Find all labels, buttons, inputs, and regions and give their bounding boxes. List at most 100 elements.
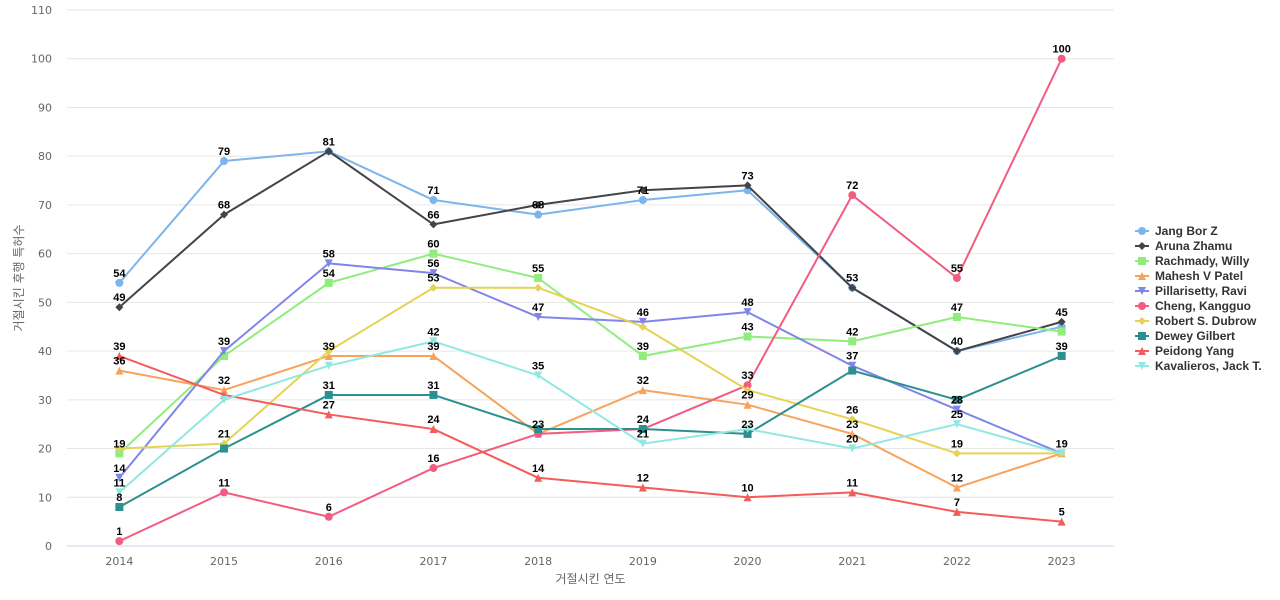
data-point-marker	[743, 425, 752, 434]
legend-label: Jang Bor Z	[1155, 224, 1218, 238]
data-label: 47	[951, 302, 963, 314]
data-label: 26	[846, 404, 858, 416]
data-label: 27	[323, 399, 335, 411]
legend-label: Rachmady, Willy	[1155, 254, 1250, 268]
data-point-marker	[324, 278, 333, 287]
data-label: 24	[637, 414, 650, 426]
data-point-marker	[115, 473, 124, 482]
data-point-marker	[1057, 517, 1066, 526]
legend-label: Cheng, Kangguo	[1155, 299, 1251, 313]
data-point-marker	[429, 249, 438, 258]
legend-label: Mahesh V Patel	[1155, 269, 1243, 283]
data-point-marker	[638, 196, 647, 205]
y-tick-label: 0	[45, 540, 52, 553]
data-point-marker	[220, 395, 229, 404]
legend-item[interactable]: Aruna Zhamu	[1135, 239, 1232, 253]
data-point-marker	[638, 351, 647, 360]
series-line	[118, 354, 1063, 523]
y-tick-label: 90	[38, 101, 52, 114]
data-label: 29	[741, 390, 753, 402]
data-point-marker	[952, 483, 961, 492]
legend-label: Robert S. Dubrow	[1155, 314, 1257, 328]
legend-marker	[1138, 272, 1146, 280]
data-point-marker	[220, 210, 229, 219]
data-point-marker	[952, 312, 961, 321]
data-point-marker	[1057, 449, 1066, 458]
data-point-marker	[743, 181, 752, 190]
x-tick-label: 2021	[838, 555, 866, 568]
data-point-marker	[324, 410, 333, 419]
y-tick-label: 30	[38, 394, 52, 407]
legend-marker	[1138, 287, 1146, 295]
data-label: 23	[741, 419, 753, 431]
data-point-marker	[848, 361, 857, 370]
legend-marker	[1138, 227, 1146, 235]
data-label: 19	[1056, 438, 1068, 450]
data-label: 14	[113, 463, 126, 475]
data-point-marker	[324, 147, 333, 156]
series-line	[118, 354, 1063, 489]
data-label: 21	[218, 429, 230, 441]
data-point-marker	[848, 337, 857, 346]
x-tick-label: 2020	[734, 555, 762, 568]
data-point-marker	[429, 390, 438, 399]
y-tick-label: 20	[38, 443, 52, 456]
legend-item[interactable]: Peidong Yang	[1135, 344, 1234, 358]
data-point-marker	[220, 157, 229, 166]
data-point-marker	[115, 366, 124, 375]
data-point-marker	[534, 210, 543, 219]
data-point-marker	[220, 444, 229, 453]
data-point-marker	[952, 405, 961, 414]
data-label: 60	[427, 239, 439, 251]
data-point-marker	[429, 351, 438, 360]
data-label: 66	[427, 209, 439, 221]
data-point-marker	[115, 449, 124, 458]
data-point-marker	[220, 347, 229, 356]
series-line	[118, 340, 1063, 494]
data-label: 53	[846, 273, 858, 285]
data-point-marker	[220, 351, 229, 360]
data-point-marker	[1057, 317, 1066, 326]
data-label: 1	[116, 526, 122, 538]
legend-item[interactable]: Robert S. Dubrow	[1135, 314, 1257, 328]
data-point-marker	[115, 278, 124, 287]
legend-item[interactable]: Rachmady, Willy	[1135, 254, 1250, 268]
data-point-marker	[534, 425, 543, 434]
legend-item[interactable]: Pillarisetty, Ravi	[1135, 284, 1247, 298]
legend-item[interactable]: Dewey Gilbert	[1135, 329, 1235, 343]
data-label: 43	[741, 321, 753, 333]
data-point-marker	[115, 488, 124, 497]
data-label: 39	[427, 341, 439, 353]
data-label: 28	[951, 395, 963, 407]
data-label: 39	[218, 336, 230, 348]
data-label: 7	[954, 497, 960, 509]
legend-item[interactable]: Jang Bor Z	[1135, 224, 1218, 238]
legend-marker	[1138, 242, 1146, 250]
series-8	[115, 351, 1066, 526]
legend-item[interactable]: Kavalieros, Jack T.	[1135, 359, 1262, 373]
legend-item[interactable]: Mahesh V Patel	[1135, 269, 1243, 283]
data-point-marker	[952, 395, 961, 404]
legend-item[interactable]: Cheng, Kangguo	[1135, 299, 1251, 313]
x-tick-label: 2018	[524, 555, 552, 568]
data-point-marker	[952, 449, 961, 458]
legend-marker	[1138, 317, 1146, 325]
data-point-marker	[952, 420, 961, 429]
x-tick-label: 2023	[1048, 555, 1076, 568]
data-label: 53	[427, 273, 439, 285]
data-point-marker	[115, 303, 124, 312]
data-label: 23	[846, 419, 858, 431]
data-label: 6	[326, 502, 332, 514]
data-label: 68	[218, 200, 230, 212]
legend-label: Aruna Zhamu	[1155, 239, 1232, 253]
data-label: 39	[637, 341, 649, 353]
data-label: 39	[323, 341, 335, 353]
data-point-marker	[952, 347, 961, 356]
data-point-marker	[429, 337, 438, 346]
legend-label: Peidong Yang	[1155, 344, 1234, 358]
data-point-marker	[743, 400, 752, 409]
data-label: 39	[113, 341, 125, 353]
data-label: 11	[218, 477, 230, 489]
